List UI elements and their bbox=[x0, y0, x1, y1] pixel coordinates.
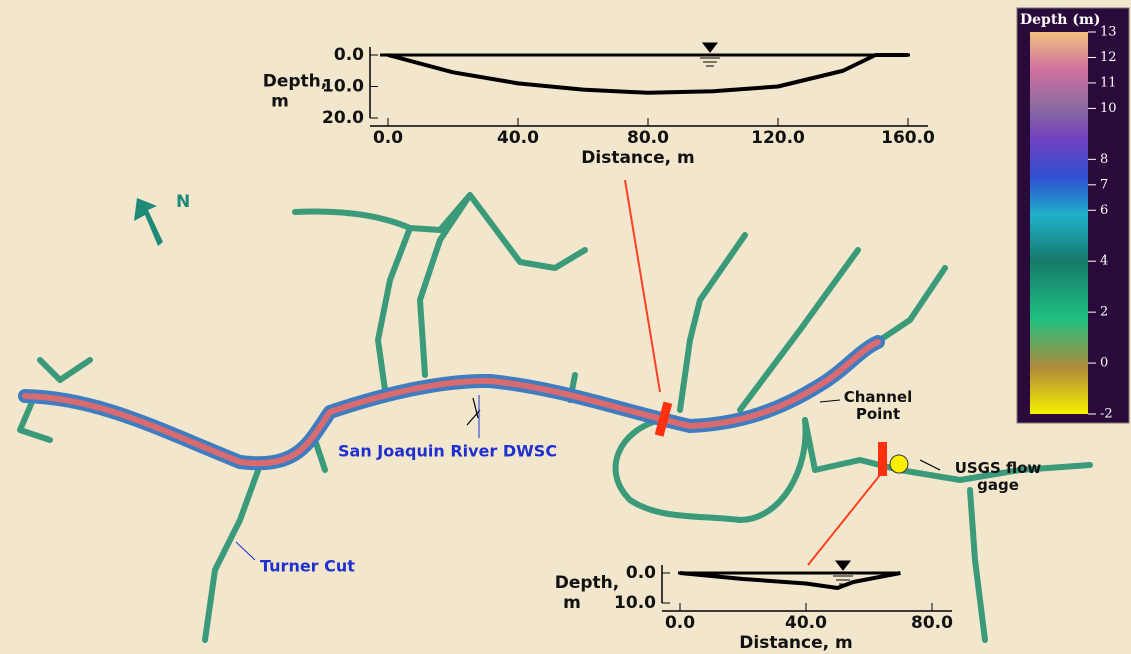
sections: 0.0 10.0 20.0 0.0 40.0 80.0 120.0 160.0 Distance… bbox=[263, 42, 953, 653]
y-axis-label: Depth, m bbox=[263, 72, 328, 112]
x-tick-label: 80.0 bbox=[627, 128, 669, 148]
colorbar-label: 2 bbox=[1100, 305, 1108, 320]
y-axis-label: Depth, m bbox=[555, 573, 620, 613]
water-marker bbox=[833, 560, 853, 585]
x-tick-label: 0.0 bbox=[665, 613, 695, 633]
water-marker bbox=[700, 42, 720, 67]
colorbar-label: 10 bbox=[1100, 101, 1117, 116]
y-tick-label: 20.0 bbox=[322, 108, 364, 128]
bed-profile bbox=[387, 53, 908, 95]
x-axis-label: Distance, m bbox=[739, 633, 852, 653]
colorbar-label: -2 bbox=[1100, 407, 1113, 422]
pointer bbox=[819, 399, 841, 403]
y-tick-label: 0.0 bbox=[626, 563, 656, 583]
x-tick-label: 40.0 bbox=[497, 128, 539, 148]
colorbar-label: 7 bbox=[1100, 177, 1108, 192]
colorbar-label: 0 bbox=[1100, 356, 1108, 371]
x-tick-label: 120.0 bbox=[751, 128, 805, 148]
pointer bbox=[235, 541, 256, 561]
x-tick-label: 80.0 bbox=[911, 613, 953, 633]
x-axis-label: Distance, m bbox=[581, 148, 694, 168]
colorbar-title: Depth (m) bbox=[1020, 12, 1100, 28]
colorbar-label: 8 bbox=[1100, 152, 1108, 167]
colorbar-label: 13 bbox=[1100, 25, 1117, 40]
colorbar-label: 4 bbox=[1100, 254, 1108, 269]
turner-label: Turner Cut bbox=[260, 557, 355, 576]
colorbar-label: 11 bbox=[1100, 75, 1117, 90]
colorbar: Depth (m) 13 12 11 10 8 7 6 4 2 0 -2 bbox=[1016, 7, 1130, 424]
channels bbox=[17, 192, 1093, 643]
north-label: N bbox=[176, 192, 190, 212]
river-label: San Joaquin River DWSC bbox=[338, 442, 557, 461]
gage-label: USGS flow gage bbox=[955, 459, 1042, 494]
x-tick-label: 160.0 bbox=[881, 128, 935, 148]
north-arrow: N bbox=[134, 192, 190, 246]
y-tick-label: 10.0 bbox=[322, 77, 364, 97]
colorbar-label: 12 bbox=[1100, 50, 1117, 65]
x-tick-label: 0.0 bbox=[373, 128, 403, 148]
section-markers bbox=[466, 179, 941, 566]
colorbar-label: 6 bbox=[1100, 203, 1108, 218]
x-tick-label: 40.0 bbox=[785, 613, 827, 633]
bed-profile bbox=[679, 571, 901, 590]
channel-point-label: Channel Point bbox=[844, 388, 912, 423]
y-tick-label: 10.0 bbox=[614, 593, 656, 613]
y-tick-label: 0.0 bbox=[334, 45, 364, 65]
